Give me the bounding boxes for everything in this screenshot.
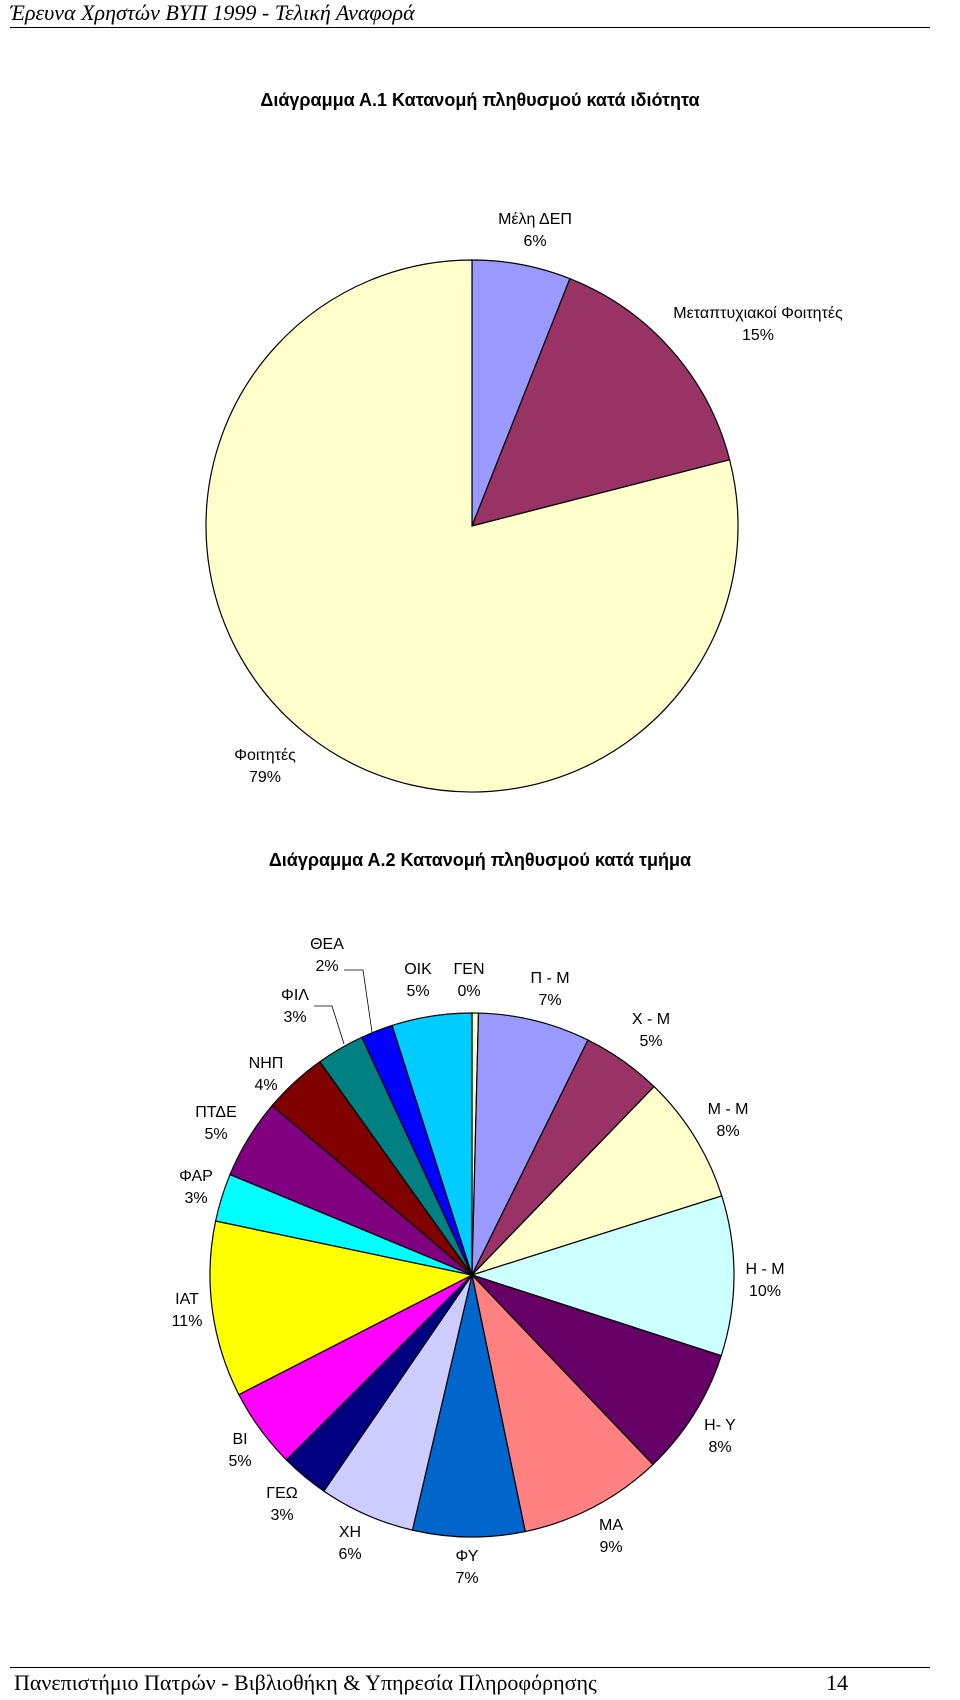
chart2-label-1: Π - Μ: [530, 970, 569, 987]
chart1-slice-2: [205, 259, 739, 793]
chart2-value-label-7: 7%: [455, 1570, 478, 1587]
footer-rule: [10, 1667, 930, 1668]
chart2-value-label-4: 10%: [749, 1283, 781, 1300]
chart2-value-label-0: 0%: [457, 983, 480, 1000]
chart2-title: Διάγραμμα Α.2 Κατανομή πληθυσμού κατά τμ…: [268, 850, 692, 870]
chart2-label-5: Η- Υ: [704, 1417, 736, 1434]
chart2-value-label-8: 6%: [338, 1546, 361, 1563]
chart2-label-6: ΜΑ: [599, 1517, 623, 1534]
chart2-value-label-9: 3%: [270, 1507, 293, 1524]
chart2-pie: ΓΕΝ 0% Π - Μ 7% Χ - Μ 5% Μ - Μ 8% Η - Μ 10% Η- Υ 8%…: [172, 936, 785, 1587]
chart2-slice-3: [471, 1085, 723, 1276]
chart2-leader-line-1: [344, 969, 373, 1033]
chart2-label-17: ΟΙΚ: [404, 961, 432, 978]
chart2-value-label-6: 9%: [599, 1539, 622, 1556]
chart2-label-12: ΦΑΡ: [179, 1168, 213, 1185]
chart2-label-8: ΧΗ: [339, 1524, 361, 1541]
chart2-value-label-14: 4%: [254, 1077, 277, 1094]
chart2-label-15: ΦΙΛ: [281, 987, 309, 1004]
chart2-value-label-16: 2%: [315, 958, 338, 975]
chart2-value-label-15: 3%: [283, 1009, 306, 1026]
chart2-slice-1: [471, 1012, 589, 1276]
header-rule: [10, 27, 930, 28]
chart1-title: Διάγραμμα Α.1 Κατανομή πληθυσμού κατά ιδ…: [260, 90, 700, 110]
chart2-slice-17: [391, 1012, 473, 1276]
chart2-label-9: ΓΕΩ: [266, 1485, 297, 1502]
page-number: 14: [826, 1670, 848, 1695]
chart2-slice-4: [470, 1195, 735, 1357]
chart2-label-7: ΦΥ: [456, 1548, 479, 1565]
chart2-label-10: ΒΙ: [232, 1431, 247, 1448]
chart1-label-0: Μέλη ΔΕΠ: [498, 211, 572, 228]
chart2-label-3: Μ - Μ: [708, 1101, 749, 1118]
page-header: Έρευνα Χρηστών ΒΥΠ 1999 - Τελική Αναφορά: [10, 0, 415, 25]
chart2-slice-7: [411, 1274, 526, 1538]
chart2-value-label-1: 7%: [538, 992, 561, 1009]
chart2-value-label-10: 5%: [228, 1453, 251, 1470]
chart2-value-label-11: 11%: [172, 1313, 203, 1330]
chart2-label-13: ΠΤΔΕ: [195, 1104, 237, 1121]
chart2-label-0: ΓΕΝ: [453, 961, 484, 978]
chart1-slice-1: [471, 277, 731, 527]
chart2-value-label-3: 8%: [716, 1123, 739, 1140]
chart2-label-14: ΝΗΠ: [249, 1055, 284, 1072]
chart2-leader-line-0: [314, 1005, 345, 1045]
chart1-value-label-0: 6%: [523, 233, 546, 250]
chart2-value-label-2: 5%: [639, 1033, 662, 1050]
chart2-value-label-12: 3%: [184, 1190, 207, 1207]
chart2-slice-11: [209, 1220, 474, 1396]
chart2-label-11: ΙΑΤ: [175, 1291, 199, 1308]
chart2-label-4: Η - Μ: [745, 1261, 784, 1278]
chart1-label-2: Φοιτητές: [234, 747, 296, 764]
chart2-value-label-13: 5%: [204, 1126, 227, 1143]
chart2-label-16: ΘΕΑ: [310, 936, 344, 953]
chart1-pie: Μέλη ΔΕΠ 6% Μεταπτυχιακοί Φοιτητές 15% Φοιτη…: [205, 211, 843, 793]
chart1-value-label-2: 79%: [249, 769, 281, 786]
page-footer: Πανεπιστήμιο Πατρών - Βιβλιοθήκη & Υπηρε…: [14, 1670, 597, 1695]
chart2-slice-6: [470, 1273, 654, 1533]
chart1-value-label-1: 15%: [742, 327, 774, 344]
chart2-value-label-17: 5%: [406, 983, 429, 1000]
chart1-label-1: Μεταπτυχιακοί Φοιτητές: [673, 305, 843, 322]
chart2-slice-5: [471, 1274, 723, 1466]
chart2-label-2: Χ - Μ: [632, 1011, 670, 1028]
chart2-value-label-5: 8%: [708, 1439, 731, 1456]
